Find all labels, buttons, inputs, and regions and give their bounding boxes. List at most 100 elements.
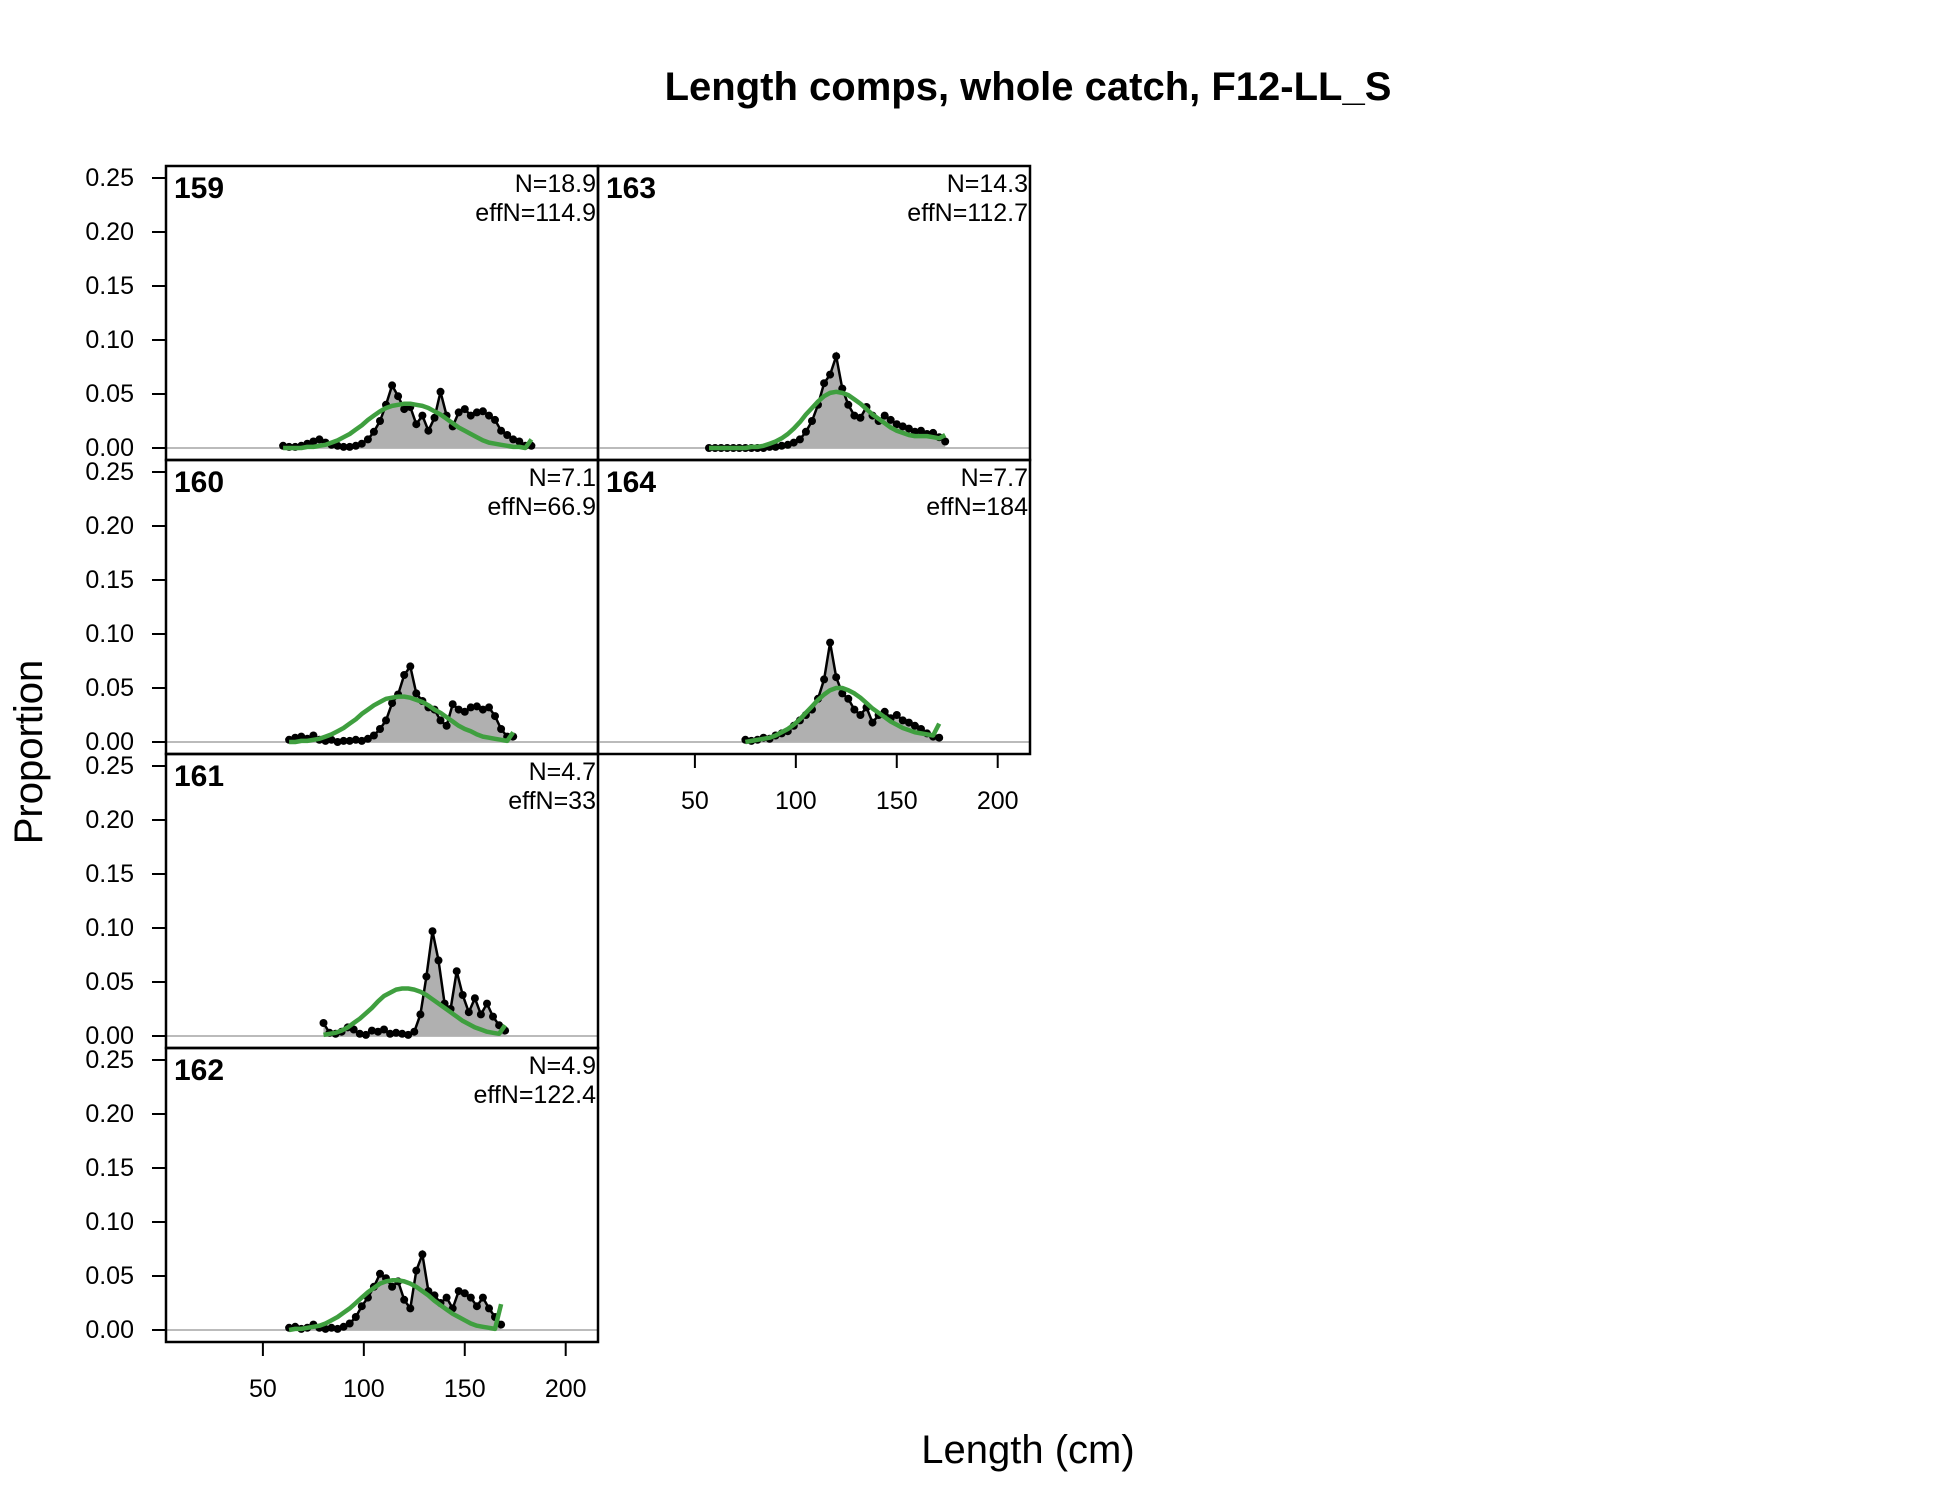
y-tick-label: 0.10 — [85, 326, 134, 354]
panel-id-label: 164 — [606, 466, 656, 499]
observed-point — [442, 1293, 451, 1302]
observed-point — [460, 405, 469, 414]
observed-point — [376, 417, 384, 425]
y-tick-label: 0.25 — [85, 1046, 134, 1074]
observed-point — [856, 711, 865, 719]
observed-point — [454, 1287, 463, 1296]
observed-point — [838, 689, 847, 698]
observed-point — [404, 1030, 413, 1039]
observed-point — [315, 435, 324, 444]
observed-point — [363, 435, 372, 444]
observed-point — [478, 705, 487, 714]
observed-point — [424, 426, 433, 435]
observed-point — [351, 1313, 360, 1321]
y-tick-label: 0.15 — [85, 566, 134, 594]
x-axis-label: Length (cm) — [921, 1428, 1134, 1472]
observed-point — [369, 731, 378, 740]
y-tick-label: 0.20 — [85, 1100, 134, 1128]
observed-point — [388, 381, 397, 390]
observed-point — [394, 392, 403, 401]
observed-point — [333, 738, 342, 746]
observed-point — [771, 442, 780, 451]
observed-point — [497, 426, 506, 435]
observed-point — [327, 735, 336, 744]
observed-point — [321, 1324, 330, 1333]
observed-point — [844, 694, 853, 703]
x-tick-label: 50 — [249, 1375, 277, 1403]
observed-point — [357, 736, 366, 745]
observed-point — [357, 1302, 366, 1311]
observed-point — [917, 426, 925, 435]
observed-point — [808, 417, 816, 425]
observed-point — [333, 1324, 342, 1333]
y-tick-label: 0.15 — [85, 1154, 134, 1182]
observed-point — [412, 689, 421, 698]
observed-point — [367, 1026, 376, 1035]
observed-point — [339, 1322, 348, 1331]
observed-point — [436, 716, 445, 725]
observed-point — [448, 700, 457, 709]
panel-id-label: 160 — [174, 466, 224, 499]
observed-point — [454, 705, 463, 714]
observed-point — [485, 1304, 493, 1313]
observed-point — [898, 716, 907, 725]
y-tick-label: 0.10 — [85, 914, 134, 942]
observed-point — [351, 735, 360, 744]
observed-point — [515, 437, 524, 446]
y-tick-label: 0.05 — [85, 674, 134, 702]
observed-point — [478, 407, 487, 416]
observed-point — [820, 675, 829, 684]
panel-effn-label: effN=33 — [508, 787, 596, 815]
y-tick-label: 0.10 — [85, 1208, 134, 1236]
observed-point — [904, 718, 913, 727]
observed-point — [898, 422, 907, 431]
observed-area — [289, 1254, 502, 1330]
observed-point — [466, 1293, 475, 1302]
expected-line — [288, 1278, 504, 1333]
panel-effn-label: effN=114.9 — [475, 199, 596, 227]
expected-line — [323, 986, 507, 1038]
observed-point — [416, 1010, 425, 1019]
observed-point — [795, 435, 804, 444]
observed-point — [430, 413, 439, 422]
observed-point — [783, 440, 792, 449]
observed-point — [472, 1302, 481, 1311]
observed-point — [374, 1027, 382, 1036]
observed-point — [491, 415, 499, 424]
y-tick-label: 0.05 — [85, 380, 134, 408]
panel-frame — [164, 1046, 600, 1344]
y-tick-label: 0.00 — [85, 1316, 134, 1344]
observed-point — [789, 438, 798, 447]
observed-point — [458, 991, 467, 999]
observed-point — [349, 1025, 358, 1034]
observed-point — [376, 725, 384, 733]
observed-point — [436, 387, 445, 396]
observed-point — [466, 411, 475, 420]
observed-point — [333, 441, 342, 450]
observed-point — [452, 967, 461, 976]
x-tick-label: 150 — [876, 787, 918, 815]
observed-point — [319, 1019, 328, 1027]
observed-point — [363, 734, 372, 743]
panel-effn-label: effN=122.4 — [473, 1081, 596, 1109]
observed-point — [345, 736, 354, 745]
panel-effn-label: effN=184 — [926, 493, 1028, 521]
observed-point — [422, 972, 431, 981]
observed-point — [428, 927, 437, 936]
observed-point — [412, 1266, 421, 1275]
observed-point — [297, 732, 306, 741]
observed-point — [434, 956, 443, 965]
observed-point — [868, 718, 877, 727]
x-tick-label: 100 — [343, 1375, 385, 1403]
y-tick-label: 0.15 — [85, 272, 134, 300]
observed-point — [904, 424, 913, 433]
observed-point — [410, 1027, 419, 1036]
observed-point — [339, 736, 348, 745]
observed-point — [497, 725, 506, 733]
x-tick-label: 150 — [444, 1375, 486, 1403]
observed-point — [388, 699, 397, 708]
observed-point — [503, 431, 512, 439]
y-tick-label: 0.05 — [85, 968, 134, 996]
